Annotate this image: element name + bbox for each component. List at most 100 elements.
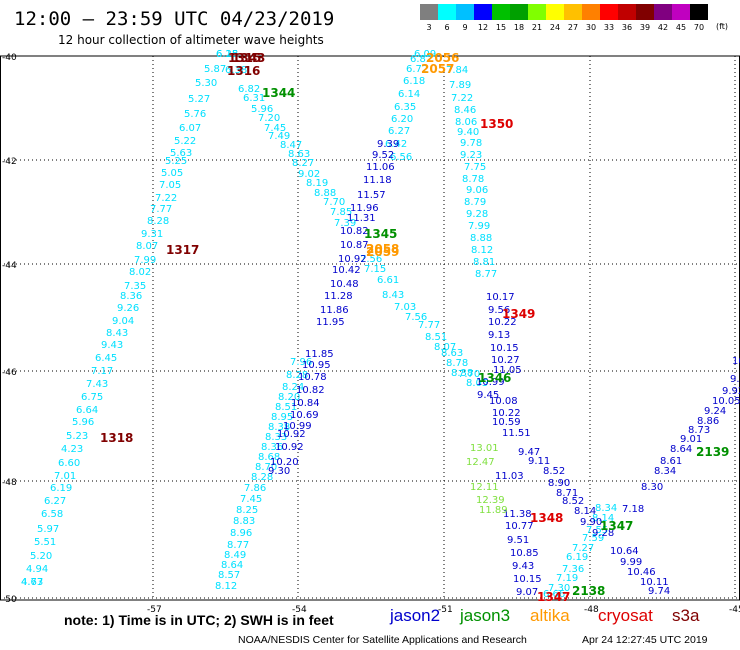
pass-label: 2138 (572, 584, 605, 598)
wave-height-value: 11.31 (347, 213, 376, 224)
legend-swatch (654, 4, 672, 20)
legend-label: 9 (462, 23, 468, 32)
wave-height-value: 12.47 (466, 457, 495, 468)
wave-height-value: 7.89 (449, 80, 471, 91)
wave-height-value: 8.30 (641, 482, 663, 493)
wave-height-value: 8.46 (454, 105, 476, 116)
wave-height-value: 6.19 (566, 552, 588, 563)
wave-height-value: 8.28 (286, 370, 308, 381)
wave-height-value: 8.68 (258, 452, 280, 463)
satellite-key-jason2: jason2 (390, 606, 441, 625)
wave-height-value: 9.49 (730, 374, 740, 385)
wave-height-value: 8.07 (434, 342, 456, 353)
wave-height-value: 10.92 (338, 254, 367, 265)
wave-height-value: 9.31 (141, 229, 163, 240)
pass-label: 1317 (166, 243, 199, 257)
wave-height-value: 6.56 (390, 152, 412, 163)
chart-title: 12:00 – 23:59 UTC 04/23/2019 (14, 8, 335, 30)
wave-height-value: 9.99 (620, 557, 642, 568)
pass-label: 1343 (232, 51, 265, 65)
wave-height-value: 8.77 (227, 540, 249, 551)
wave-height-value: 7.70 (323, 197, 345, 208)
wave-height-value: 9.04 (112, 316, 134, 327)
wave-height-value: 8.36 (261, 442, 283, 453)
wave-height-value: 6.82 (410, 54, 432, 65)
pass-label: 1347 (537, 590, 570, 604)
wave-height-value: 5.63 (170, 148, 192, 159)
wave-height-value: 6.64 (76, 405, 98, 416)
wave-height-value: 8.63 (288, 149, 310, 160)
wave-height-value: 6.45 (95, 353, 117, 364)
wave-height-value: 5.51 (34, 537, 56, 548)
wave-height-value: 7.36 (562, 564, 584, 575)
pass-label: 2059 (366, 245, 399, 259)
lon-tick-label: -51 (438, 605, 453, 615)
legend-label: 70 (693, 23, 705, 32)
wave-height-value: 8.86 (697, 416, 719, 427)
legend-swatch (564, 4, 582, 20)
lat-tick-label: -44 (2, 261, 17, 271)
wave-height-value: 5.23 (66, 431, 88, 442)
wave-height-value: 6.58 (41, 509, 63, 520)
wave-height-value: 11.28 (324, 291, 353, 302)
pass-label: 2056 (426, 51, 459, 65)
legend-label: 6 (444, 23, 450, 32)
pass-label: 2057 (421, 62, 454, 76)
wave-height-value: 7.77 (150, 204, 172, 215)
track-blue-right: 109.499.9210.059.248.868.739.018.648.618… (622, 356, 740, 515)
wave-height-value: 7.45 (240, 494, 262, 505)
wave-height-value: 7.96 (290, 357, 312, 368)
wave-height-value: 10.46 (627, 567, 656, 578)
wave-height-value: 5.05 (161, 168, 183, 179)
wave-height-value: 12.11 (470, 482, 499, 493)
wave-height-value: 9.39 (377, 139, 399, 150)
wave-height-value: 12.39 (476, 495, 505, 506)
wave-height-value: 9.78 (460, 138, 482, 149)
wave-height-value: 8.79 (464, 197, 486, 208)
wave-height-value: 8.12 (471, 245, 493, 256)
wave-height-value: 5.96 (72, 417, 94, 428)
wave-height-value: 8.95 (271, 412, 293, 423)
wave-height-value: 6.60 (58, 458, 80, 469)
wave-height-value: 5.87 (204, 64, 226, 75)
wave-height-value: 9.06 (466, 185, 488, 196)
wave-height-value: 7.27 (572, 543, 594, 554)
wave-height-value: 11.03 (495, 471, 524, 482)
wave-height-value: 6.14 (398, 89, 420, 100)
lon-tick-label: -54 (292, 605, 307, 615)
legend-swatch (438, 4, 456, 20)
track-cyan-up-left: 7.867.458.258.838.968.778.498.648.578.12… (215, 357, 312, 592)
wave-height-value: 6.18 (403, 76, 425, 87)
wave-height-value: 10.15 (490, 343, 519, 354)
wave-height-value: 6.15 (216, 49, 238, 60)
wave-height-value: 10.92 (277, 429, 306, 440)
wave-height-value: 11.89 (479, 505, 508, 516)
legend-swatch (582, 4, 600, 20)
wave-height-value: 7.84 (446, 65, 468, 76)
wave-height-value: 8.88 (314, 188, 336, 199)
wave-height-value: 8.24 (282, 382, 304, 393)
wave-height-value: 9.24 (704, 406, 726, 417)
wave-height-value: 10.64 (610, 546, 639, 557)
legend-swatch (636, 4, 654, 20)
wave-height-value: 8.43 (382, 290, 404, 301)
wave-height-value: 8.05 (466, 378, 488, 389)
wave-height-value: 7.05 (159, 180, 181, 191)
wave-height-value: 10.95 (302, 360, 331, 371)
wave-height-value: 8.49 (224, 550, 246, 561)
wave-height-value: 8.06 (455, 117, 477, 128)
lat-tick-label: -46 (2, 368, 17, 378)
lat-tick-label: -40 (2, 53, 17, 63)
wave-height-value: 6.20 (391, 114, 413, 125)
wave-height-value: 7.19 (556, 573, 578, 584)
wave-height-value: 9.56 (488, 305, 510, 316)
wave-height-value: 8.07 (136, 241, 158, 252)
wave-height-value: 10.08 (489, 396, 518, 407)
satellite-key-jason3: jason3 (460, 606, 511, 625)
wave-height-value: 7.39 (334, 218, 356, 229)
wave-height-value: 8.34 (654, 466, 676, 477)
legend-swatch (618, 4, 636, 20)
wave-height-value: 8.83 (233, 516, 255, 527)
